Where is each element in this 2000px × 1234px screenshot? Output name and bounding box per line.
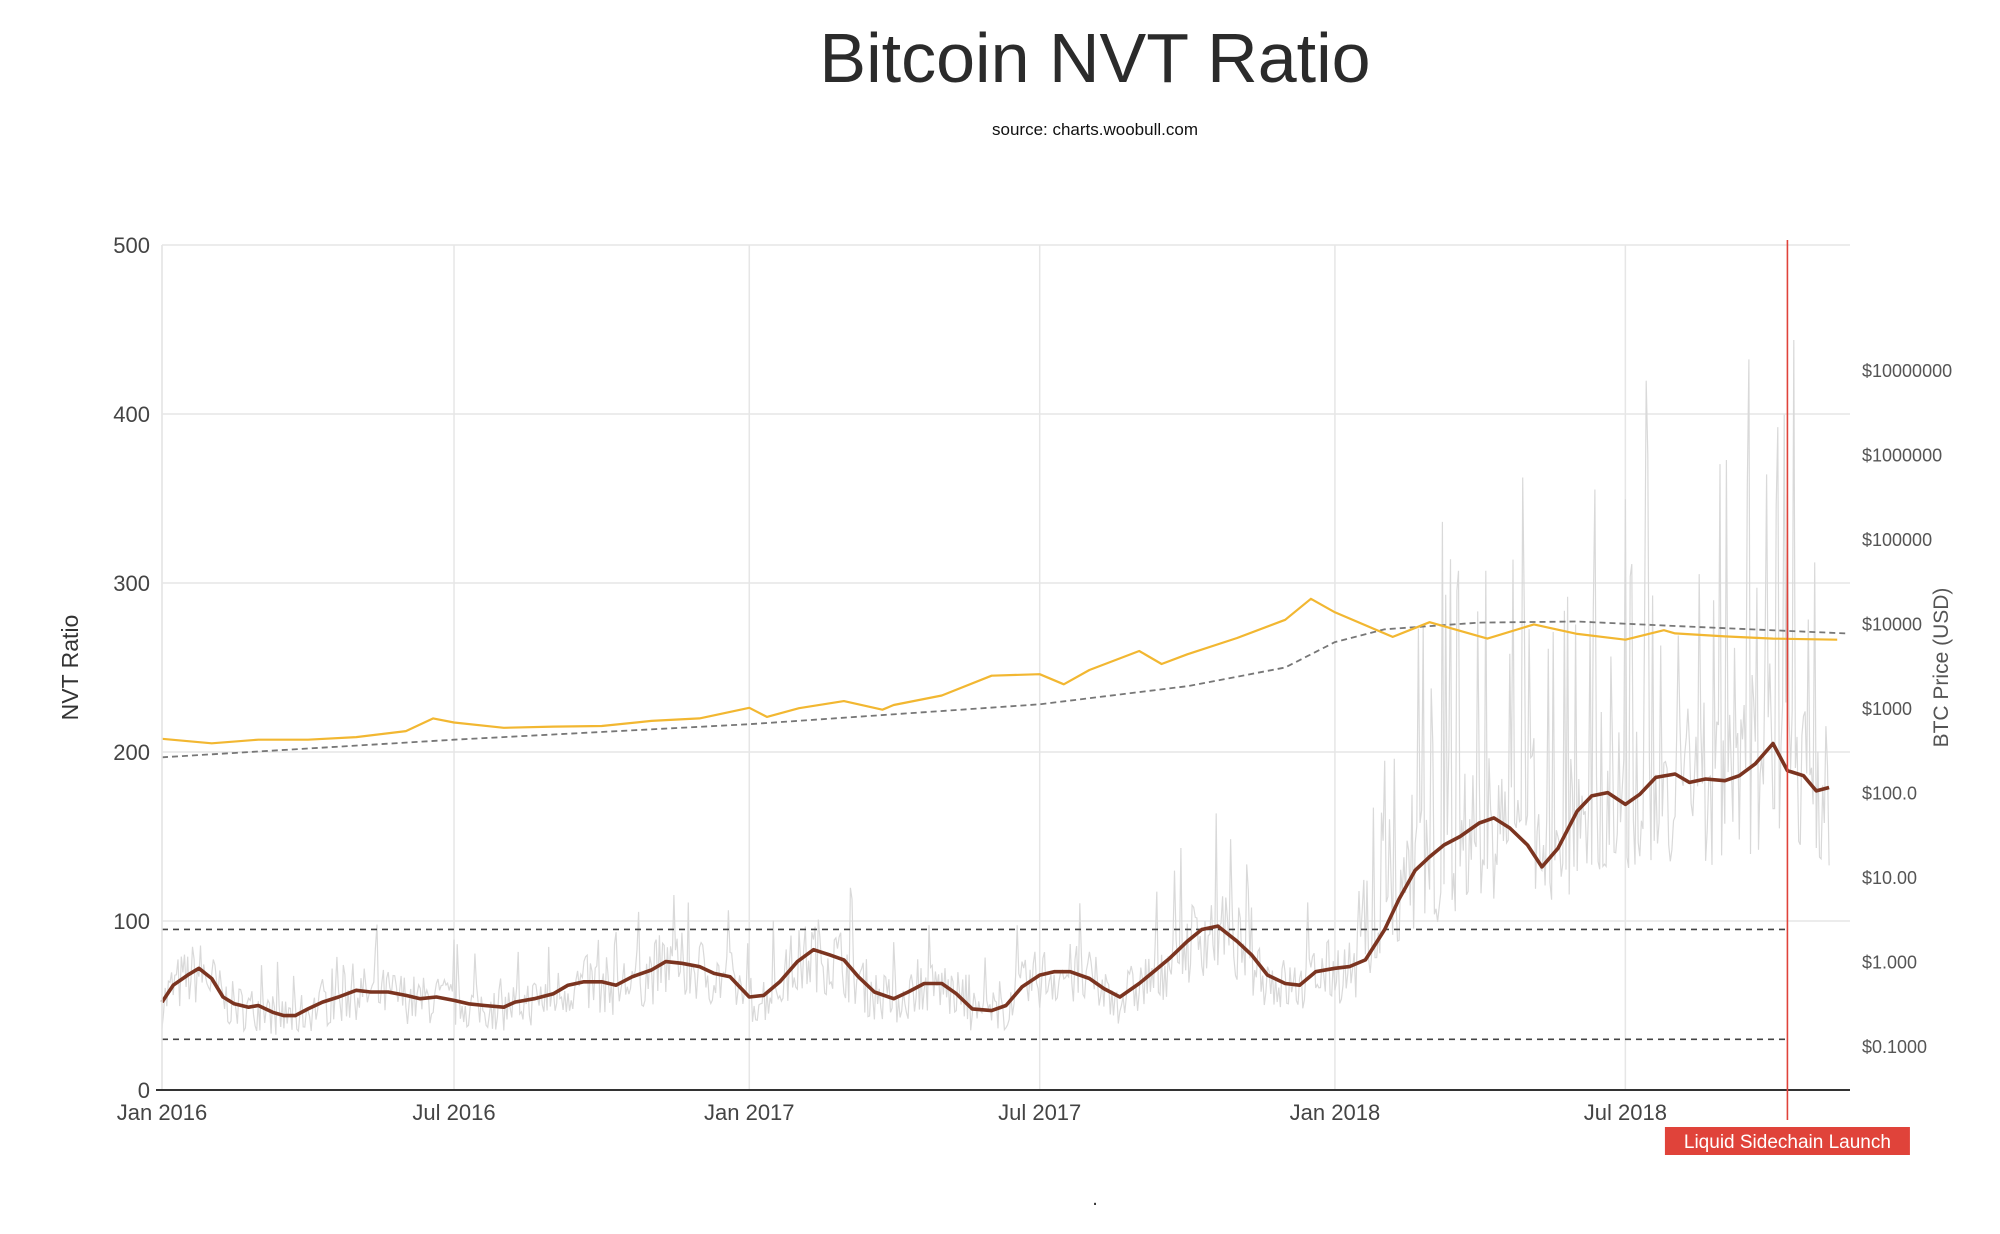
x-tick-label: Jul 2018 xyxy=(1584,1100,1667,1125)
launch-label: Liquid Sidechain Launch xyxy=(1684,1132,1891,1153)
x-tick-label: Jul 2017 xyxy=(998,1100,1081,1125)
y-tick-label: 300 xyxy=(113,571,150,596)
y-axis-title: NVT Ratio xyxy=(57,615,83,721)
y-tick-label: 100 xyxy=(113,909,150,934)
y2-tick-label: $100000 xyxy=(1862,530,1932,550)
right-axis-ticks: $0.1000 $1.000 $10.00 $100.0 $1000 $10000 $100… xyxy=(1862,361,1952,1057)
y2-tick-label: $10000 xyxy=(1862,614,1922,634)
y2-tick-label: $100.0 xyxy=(1862,783,1917,803)
y2-tick-label: $1.000 xyxy=(1862,952,1917,972)
x-axis-ticks: Jan 2016 Jul 2016 Jan 2017 Jul 2017 Jan 2018… xyxy=(117,1100,1667,1125)
footer-mark: . xyxy=(1092,1188,1098,1210)
grid-lines xyxy=(161,244,1850,1091)
x-tick-label: Jan 2017 xyxy=(704,1100,795,1125)
y2-tick-label: $0.1000 xyxy=(1862,1037,1927,1057)
nvt-daily-series xyxy=(161,339,1830,1035)
y-tick-label: 500 xyxy=(113,233,150,258)
y2-tick-label: $1000000 xyxy=(1862,445,1942,465)
y-tick-label: 0 xyxy=(138,1078,150,1103)
btc-price-line xyxy=(161,597,1838,745)
left-axis-ticks: 0 100 200 300 400 500 xyxy=(113,233,150,1103)
y2-tick-label: $1000 xyxy=(1862,699,1912,719)
btc-price-series xyxy=(161,597,1838,745)
chart-title: Bitcoin NVT Ratio xyxy=(819,19,1370,97)
y-tick-label: 200 xyxy=(113,740,150,765)
price-trend-line xyxy=(161,620,1846,759)
y2-axis-title: BTC Price (USD) xyxy=(1930,588,1953,748)
y2-tick-label: $10.00 xyxy=(1862,868,1917,888)
x-tick-label: Jul 2016 xyxy=(412,1100,495,1125)
axes xyxy=(156,245,1850,1091)
x-tick-label: Jan 2018 xyxy=(1290,1100,1381,1125)
annotations: Liquid Sidechain Launch xyxy=(1664,240,1910,1155)
chart-subtitle: source: charts.woobull.com xyxy=(992,120,1198,139)
price-trend-series xyxy=(161,620,1846,759)
launch-label-box xyxy=(1664,1127,1910,1155)
y-tick-label: 400 xyxy=(113,402,150,427)
y2-tick-label: $10000000 xyxy=(1862,361,1952,381)
x-tick-label: Jan 2016 xyxy=(117,1100,208,1125)
nvt-daily-line xyxy=(161,339,1830,1035)
nvt-ratio-line xyxy=(160,741,1830,1018)
nvt-ratio-series xyxy=(160,741,1830,1018)
threshold-lines xyxy=(162,928,1788,1041)
